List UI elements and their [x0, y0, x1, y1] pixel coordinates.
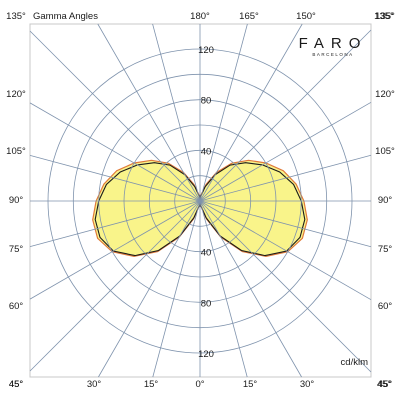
angle-label-right: 45° [378, 379, 393, 390]
radial-tick-label-top: 40 [201, 146, 212, 157]
radial-tick-label-bottom: 120 [198, 349, 214, 360]
radial-tick-label-bottom: 80 [201, 298, 212, 309]
grid-spoke [152, 23, 201, 202]
angle-label-bottom: 45° [377, 379, 392, 390]
angle-label-right: 90° [378, 195, 393, 206]
angle-label-left: 135° [6, 11, 26, 22]
angle-label-left: 60° [9, 301, 24, 312]
angle-label-bottom: 0° [195, 379, 204, 390]
plot-frame [29, 23, 372, 378]
angle-label-top: 150° [296, 11, 316, 22]
angle-label-bottom: 45° [9, 379, 24, 390]
grid-spoke [97, 23, 201, 202]
grid-spoke [199, 29, 372, 202]
grid-spoke [199, 200, 248, 378]
grid-spoke [98, 200, 201, 378]
grid-spoke [199, 154, 372, 202]
grid-spoke [29, 102, 201, 202]
angle-label-right: 105° [375, 146, 395, 157]
polar-grid [29, 23, 372, 378]
grid-spoke [29, 200, 201, 300]
radial-tick-label-bottom: 40 [201, 248, 212, 259]
radial-tick-label-top: 120 [198, 45, 214, 56]
grid-spoke [29, 155, 201, 202]
grid-spoke [199, 23, 303, 202]
grid-spoke [29, 30, 201, 202]
angle-label-left: 45° [9, 379, 24, 390]
angle-label-right: 75° [378, 244, 393, 255]
angle-label-left: 105° [6, 146, 26, 157]
grid-spoke [29, 200, 201, 247]
angle-label-bottom: 15° [243, 379, 258, 390]
grid-spoke [199, 23, 248, 202]
angle-label-right: 60° [378, 301, 393, 312]
angle-label-top: 135° [374, 11, 394, 22]
grid-spoke [29, 200, 201, 372]
grid-spoke [199, 200, 372, 301]
grid-spoke [199, 200, 372, 373]
angle-tick-labels: 180° 165° 150° 135° 135° 120° 105° 90° 75° 60° 45°… [6, 11, 395, 390]
grid-spoke [199, 200, 302, 378]
angle-label-top: 180° [190, 11, 210, 22]
grid-spoke [199, 101, 372, 202]
grid-spoke [152, 200, 201, 378]
brand-sub: BARCELONA [312, 52, 353, 57]
angle-label-bottom: 30° [87, 379, 102, 390]
brand-name: FARO [299, 35, 368, 52]
angle-label-bottom: 15° [144, 379, 159, 390]
angle-label-left: 75° [9, 244, 24, 255]
angle-label-left: 90° [9, 195, 24, 206]
angle-label-right: 120° [375, 89, 395, 100]
unit-label: cd/klm [341, 357, 369, 368]
angle-label-top: 165° [239, 11, 259, 22]
angle-label-right: 135° [375, 11, 395, 22]
brand-logo: FARO BARCELONA [299, 35, 368, 57]
radial-tick-label-top: 80 [201, 96, 212, 107]
grid-spoke [199, 200, 372, 248]
chart-title: Gamma Angles [33, 11, 98, 22]
angle-label-left: 120° [6, 89, 26, 100]
radial-tick-labels: 40 40 80 80 120 120 [198, 45, 214, 360]
angle-label-bottom: 30° [300, 379, 315, 390]
